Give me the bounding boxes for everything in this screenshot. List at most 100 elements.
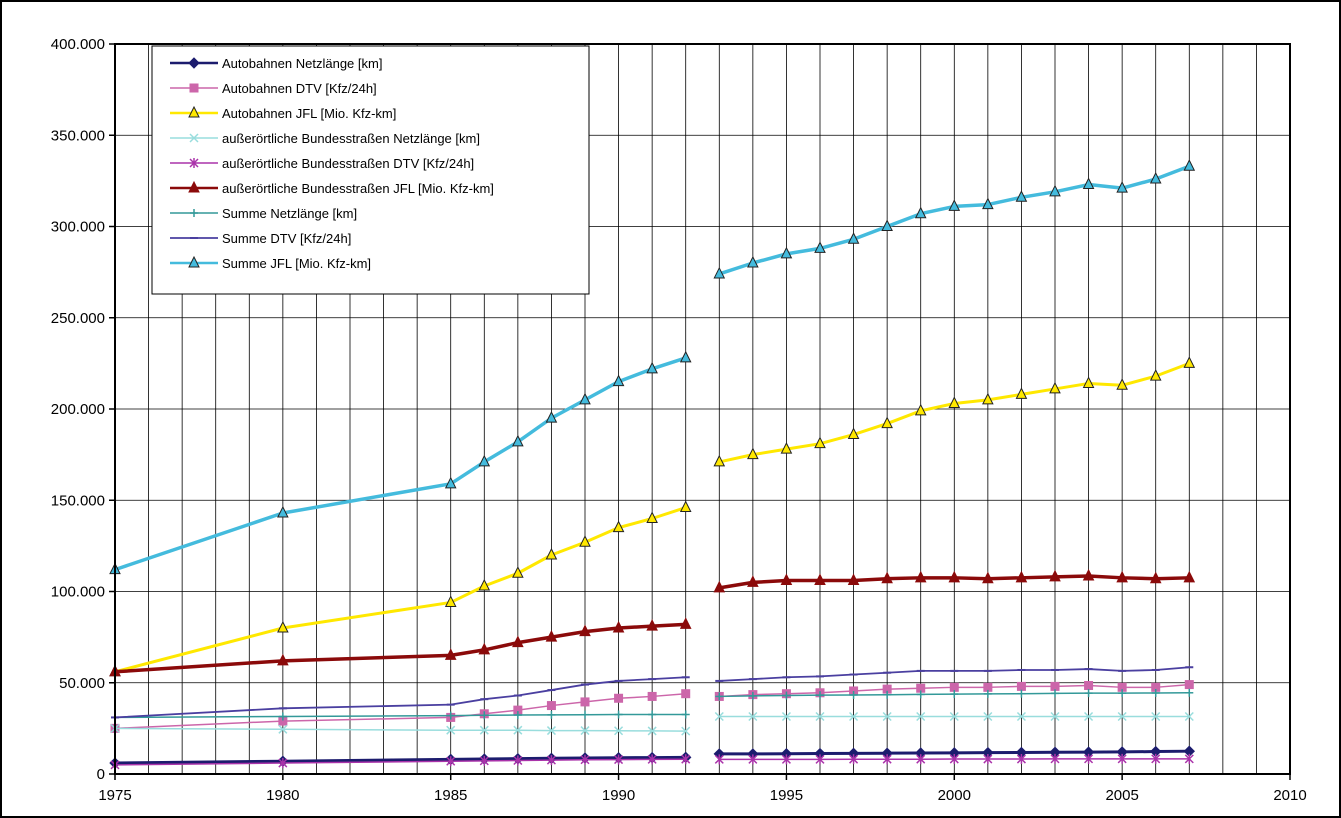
data-point (513, 725, 523, 735)
data-point (748, 711, 758, 722)
series-8 (111, 666, 1194, 719)
series-line (114, 692, 686, 730)
data-point (713, 454, 726, 467)
data-point (1184, 711, 1194, 722)
data-point (545, 411, 558, 423)
data-point (478, 578, 491, 591)
data-point (983, 754, 993, 765)
data-point (681, 754, 691, 765)
data-point (747, 447, 759, 460)
x-tick-label: 2000 (938, 787, 971, 804)
data-point (814, 436, 826, 449)
legend-item: Summe DTV [Kfz/24h] (170, 231, 351, 246)
data-point (1015, 190, 1028, 202)
series-line (114, 755, 686, 765)
data-point (278, 724, 288, 734)
data-point (1050, 711, 1060, 722)
legend-label: Summe DTV [Kfz/24h] (222, 231, 351, 246)
data-point (849, 711, 859, 722)
data-point (513, 711, 522, 720)
data-point (513, 755, 523, 766)
data-point (188, 57, 200, 69)
data-point (188, 255, 200, 268)
data-point (478, 642, 491, 655)
y-tick-label: 0 (97, 766, 105, 783)
data-point (580, 726, 590, 736)
series-5 (110, 753, 1194, 770)
data-point (780, 442, 793, 454)
data-point (881, 416, 893, 429)
data-point (714, 711, 724, 722)
data-point (1116, 378, 1128, 390)
data-point (1084, 711, 1094, 722)
data-point (914, 570, 927, 583)
data-point (1116, 570, 1128, 583)
legend-label: Autobahnen Netzlänge [km] (222, 56, 382, 71)
data-point (546, 726, 556, 736)
data-point (190, 209, 198, 217)
data-point (512, 566, 524, 578)
data-point (914, 403, 927, 416)
data-point (916, 754, 926, 765)
data-point (277, 505, 289, 518)
data-point (748, 691, 757, 700)
data-point (648, 710, 657, 719)
data-point (1016, 711, 1026, 722)
data-point (916, 690, 925, 699)
data-point (715, 692, 724, 701)
data-point (881, 219, 893, 231)
data-point (1183, 159, 1196, 171)
data-point (815, 711, 825, 722)
data-point (646, 619, 658, 631)
data-point (1084, 753, 1094, 764)
data-point (614, 726, 624, 736)
y-tick-label: 400.000 (51, 36, 105, 53)
data-point (748, 754, 758, 765)
data-point (479, 755, 489, 766)
data-point (278, 712, 287, 721)
y-tick-label: 50.000 (59, 675, 105, 692)
legend-label: außerörtliche Bundesstraßen Netzlänge [k… (222, 131, 480, 146)
data-point (847, 232, 860, 244)
data-point (1016, 681, 1026, 691)
legend: Autobahnen Netzlänge [km] Autobahnen DTV … (151, 45, 590, 295)
data-point (479, 725, 489, 735)
series-line (114, 758, 686, 766)
data-point (1082, 177, 1095, 190)
data-point (679, 350, 692, 363)
data-point (949, 754, 959, 765)
data-point (681, 689, 691, 699)
x-tick-label: 2005 (1105, 787, 1138, 804)
data-point (847, 573, 860, 586)
data-point (446, 756, 456, 767)
data-point (547, 710, 556, 719)
series-4 (110, 711, 1194, 736)
data-point (881, 571, 893, 584)
data-point (580, 697, 590, 707)
y-tick-label: 300.000 (51, 219, 105, 236)
legend-item: Autobahnen JFL [Mio. Kfz-km] (170, 105, 396, 121)
data-point (1118, 689, 1127, 698)
data-point (446, 725, 456, 735)
data-point (1151, 753, 1161, 764)
data-point (189, 158, 199, 168)
series-6 (109, 568, 1196, 677)
y-tick-label: 150.000 (51, 492, 105, 509)
data-point (916, 711, 926, 722)
data-point (982, 392, 994, 405)
y-tick-label: 250.000 (51, 310, 105, 327)
data-point (780, 573, 793, 586)
data-point (782, 691, 791, 700)
data-point (1049, 381, 1061, 394)
data-point (444, 476, 457, 489)
data-point (1184, 680, 1194, 690)
data-point (983, 711, 993, 722)
data-point (982, 197, 994, 210)
data-point (816, 691, 824, 700)
data-point (189, 83, 199, 93)
data-point (444, 648, 457, 660)
data-point (1017, 689, 1026, 698)
data-point (646, 361, 658, 374)
data-point (277, 653, 289, 666)
legend-label: Summe Netzlänge [km] (222, 206, 357, 221)
